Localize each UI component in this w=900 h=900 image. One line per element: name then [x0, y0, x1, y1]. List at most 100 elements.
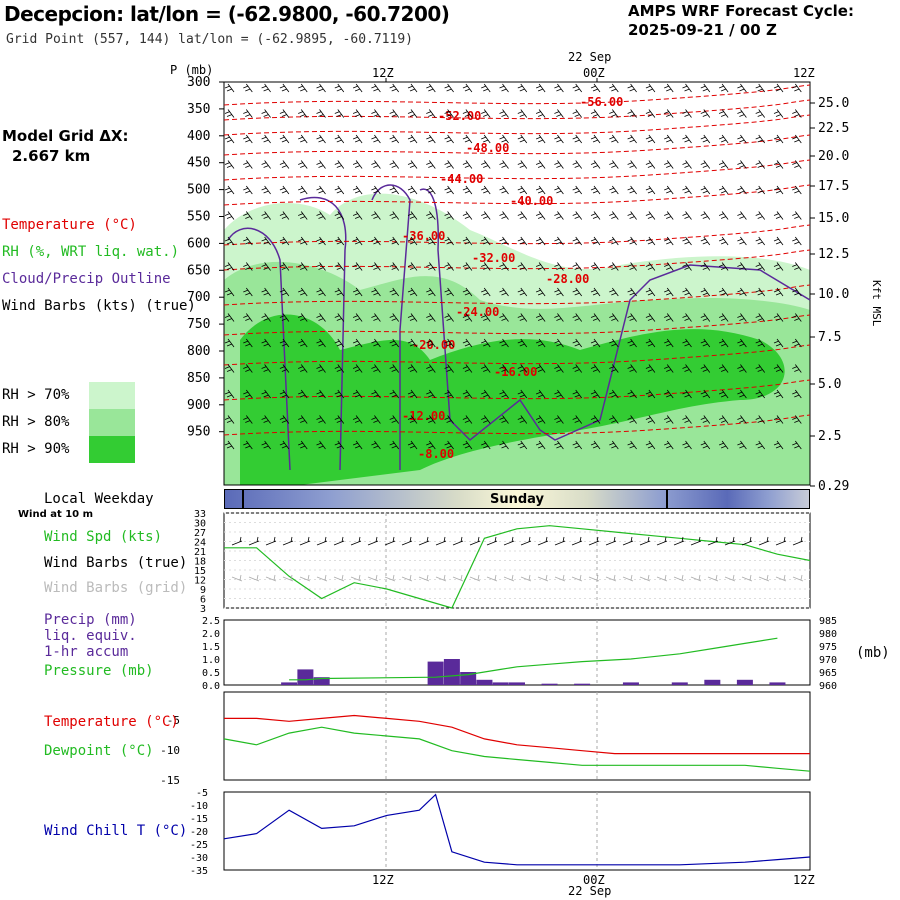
- wind-barb: [316, 160, 326, 169]
- wind-barb: [389, 134, 400, 144]
- wind-barb: [224, 262, 235, 271]
- wind-barb: [792, 415, 802, 424]
- wind-barb: [352, 236, 363, 246]
- surface-wind-barb-grid: [503, 574, 515, 582]
- kft-tick-label: 5.0: [818, 377, 841, 392]
- wind-barb: [243, 134, 253, 144]
- wind-barb: [499, 440, 509, 450]
- legend-rh80-swatch: [89, 409, 135, 436]
- wind-barb: [773, 185, 784, 195]
- wind-barb: [535, 287, 546, 297]
- windchill-y-tick: -5: [196, 788, 208, 799]
- wind-barb: [261, 364, 271, 373]
- pressure-line: [289, 637, 778, 681]
- wind-barb: [517, 109, 528, 118]
- wind-barb: [298, 364, 308, 373]
- wind-barb: [554, 287, 564, 297]
- wind-barb: [682, 83, 692, 93]
- wind-barb: [682, 415, 692, 424]
- temp-panel: [223, 691, 811, 781]
- wind-barb: [755, 160, 766, 169]
- rh80-region: [224, 261, 810, 485]
- isotherm-label: -16.00: [494, 365, 537, 379]
- wind-barb: [572, 389, 583, 399]
- surface-wind-barb-grid: [520, 574, 532, 582]
- wind-barb: [426, 262, 436, 271]
- wind-barb: [279, 134, 290, 144]
- wind-barb: [517, 338, 528, 348]
- windchill-label: Wind Chill T (°C): [44, 823, 188, 839]
- wind-barb: [645, 364, 656, 373]
- kft-tick-label: 12.5: [818, 247, 849, 262]
- surface-wind-barb-grid: [333, 574, 345, 582]
- wind-barb: [426, 338, 436, 348]
- wind-barb: [700, 364, 711, 373]
- surface-wind-barb-true: [741, 536, 753, 546]
- wind-barb: [517, 440, 528, 450]
- wind-barb: [645, 440, 656, 450]
- wind-barb: [664, 440, 674, 450]
- wind-barb: [609, 313, 619, 322]
- windchill-y-tick: -15: [190, 814, 208, 825]
- wind-barb: [334, 236, 345, 246]
- wind-barb: [682, 440, 692, 450]
- wind-barb: [792, 83, 802, 93]
- surface-wind-barb-true: [333, 536, 345, 546]
- wind-barb: [298, 236, 308, 246]
- wind-barb: [737, 262, 747, 271]
- surface-wind-barb-true: [588, 536, 600, 546]
- wind-barb: [426, 211, 436, 220]
- legend-rh90-label: RH > 90%: [2, 441, 70, 457]
- wind-barb: [645, 134, 656, 144]
- wind-barb: [627, 415, 637, 424]
- precip-label-2: liq. equiv.: [44, 628, 137, 644]
- wind-barb: [334, 287, 345, 297]
- weekday-label: Sunday: [489, 492, 545, 507]
- wind-barb: [352, 313, 363, 322]
- wind-barb: [298, 262, 308, 271]
- wind-barb: [407, 440, 418, 450]
- p-tick-label: 500: [187, 183, 210, 198]
- wind-barb: [481, 83, 491, 93]
- p-tick-label: 800: [187, 344, 210, 359]
- wind-barb: [627, 364, 637, 373]
- wind-barb: [590, 211, 601, 220]
- wind-barb: [517, 211, 528, 220]
- precip-bar: [476, 679, 493, 685]
- wind-y-tick: 33: [194, 509, 206, 520]
- isotherm-line: [223, 284, 811, 306]
- wind-barb: [261, 389, 271, 399]
- wind-barb: [572, 160, 583, 169]
- wind-barb: [243, 364, 253, 373]
- wind-barb: [718, 83, 729, 93]
- wind-barb: [261, 236, 271, 246]
- wind-y-tick: 30: [194, 519, 206, 530]
- cross-section-frame: [223, 81, 811, 486]
- wind-barb: [773, 313, 784, 322]
- kft-tick-label: 10.0: [818, 287, 849, 302]
- wind-barb: [389, 389, 400, 399]
- wind-barb: [352, 287, 363, 297]
- precip-y-tick: 2.0: [202, 629, 220, 640]
- surface-wind-barb-grid: [537, 574, 549, 582]
- wind-barb: [407, 389, 418, 399]
- wind-y-tick: 6: [200, 595, 206, 606]
- wind-barb: [371, 338, 381, 348]
- p-tick-label: 450: [187, 156, 210, 171]
- p-axis-label: P (mb): [170, 63, 214, 77]
- wind-barb: [462, 389, 473, 399]
- surface-wind-barb-grid: [316, 574, 328, 582]
- wind-barb: [572, 440, 583, 450]
- surface-wind-barb-grid: [588, 574, 600, 582]
- wind-barb: [444, 287, 454, 297]
- wind-barb: [298, 389, 308, 399]
- wind-barb: [298, 83, 308, 93]
- wind-barb: [224, 415, 235, 424]
- wind-barb: [645, 287, 656, 297]
- wind-barb: [224, 211, 235, 220]
- isotherm-label: -40.00: [510, 194, 553, 208]
- precip-y-tick: 2.5: [202, 616, 220, 627]
- wind-barb: [792, 160, 802, 169]
- wind-barb: [554, 338, 564, 348]
- wind-barb: [700, 415, 711, 424]
